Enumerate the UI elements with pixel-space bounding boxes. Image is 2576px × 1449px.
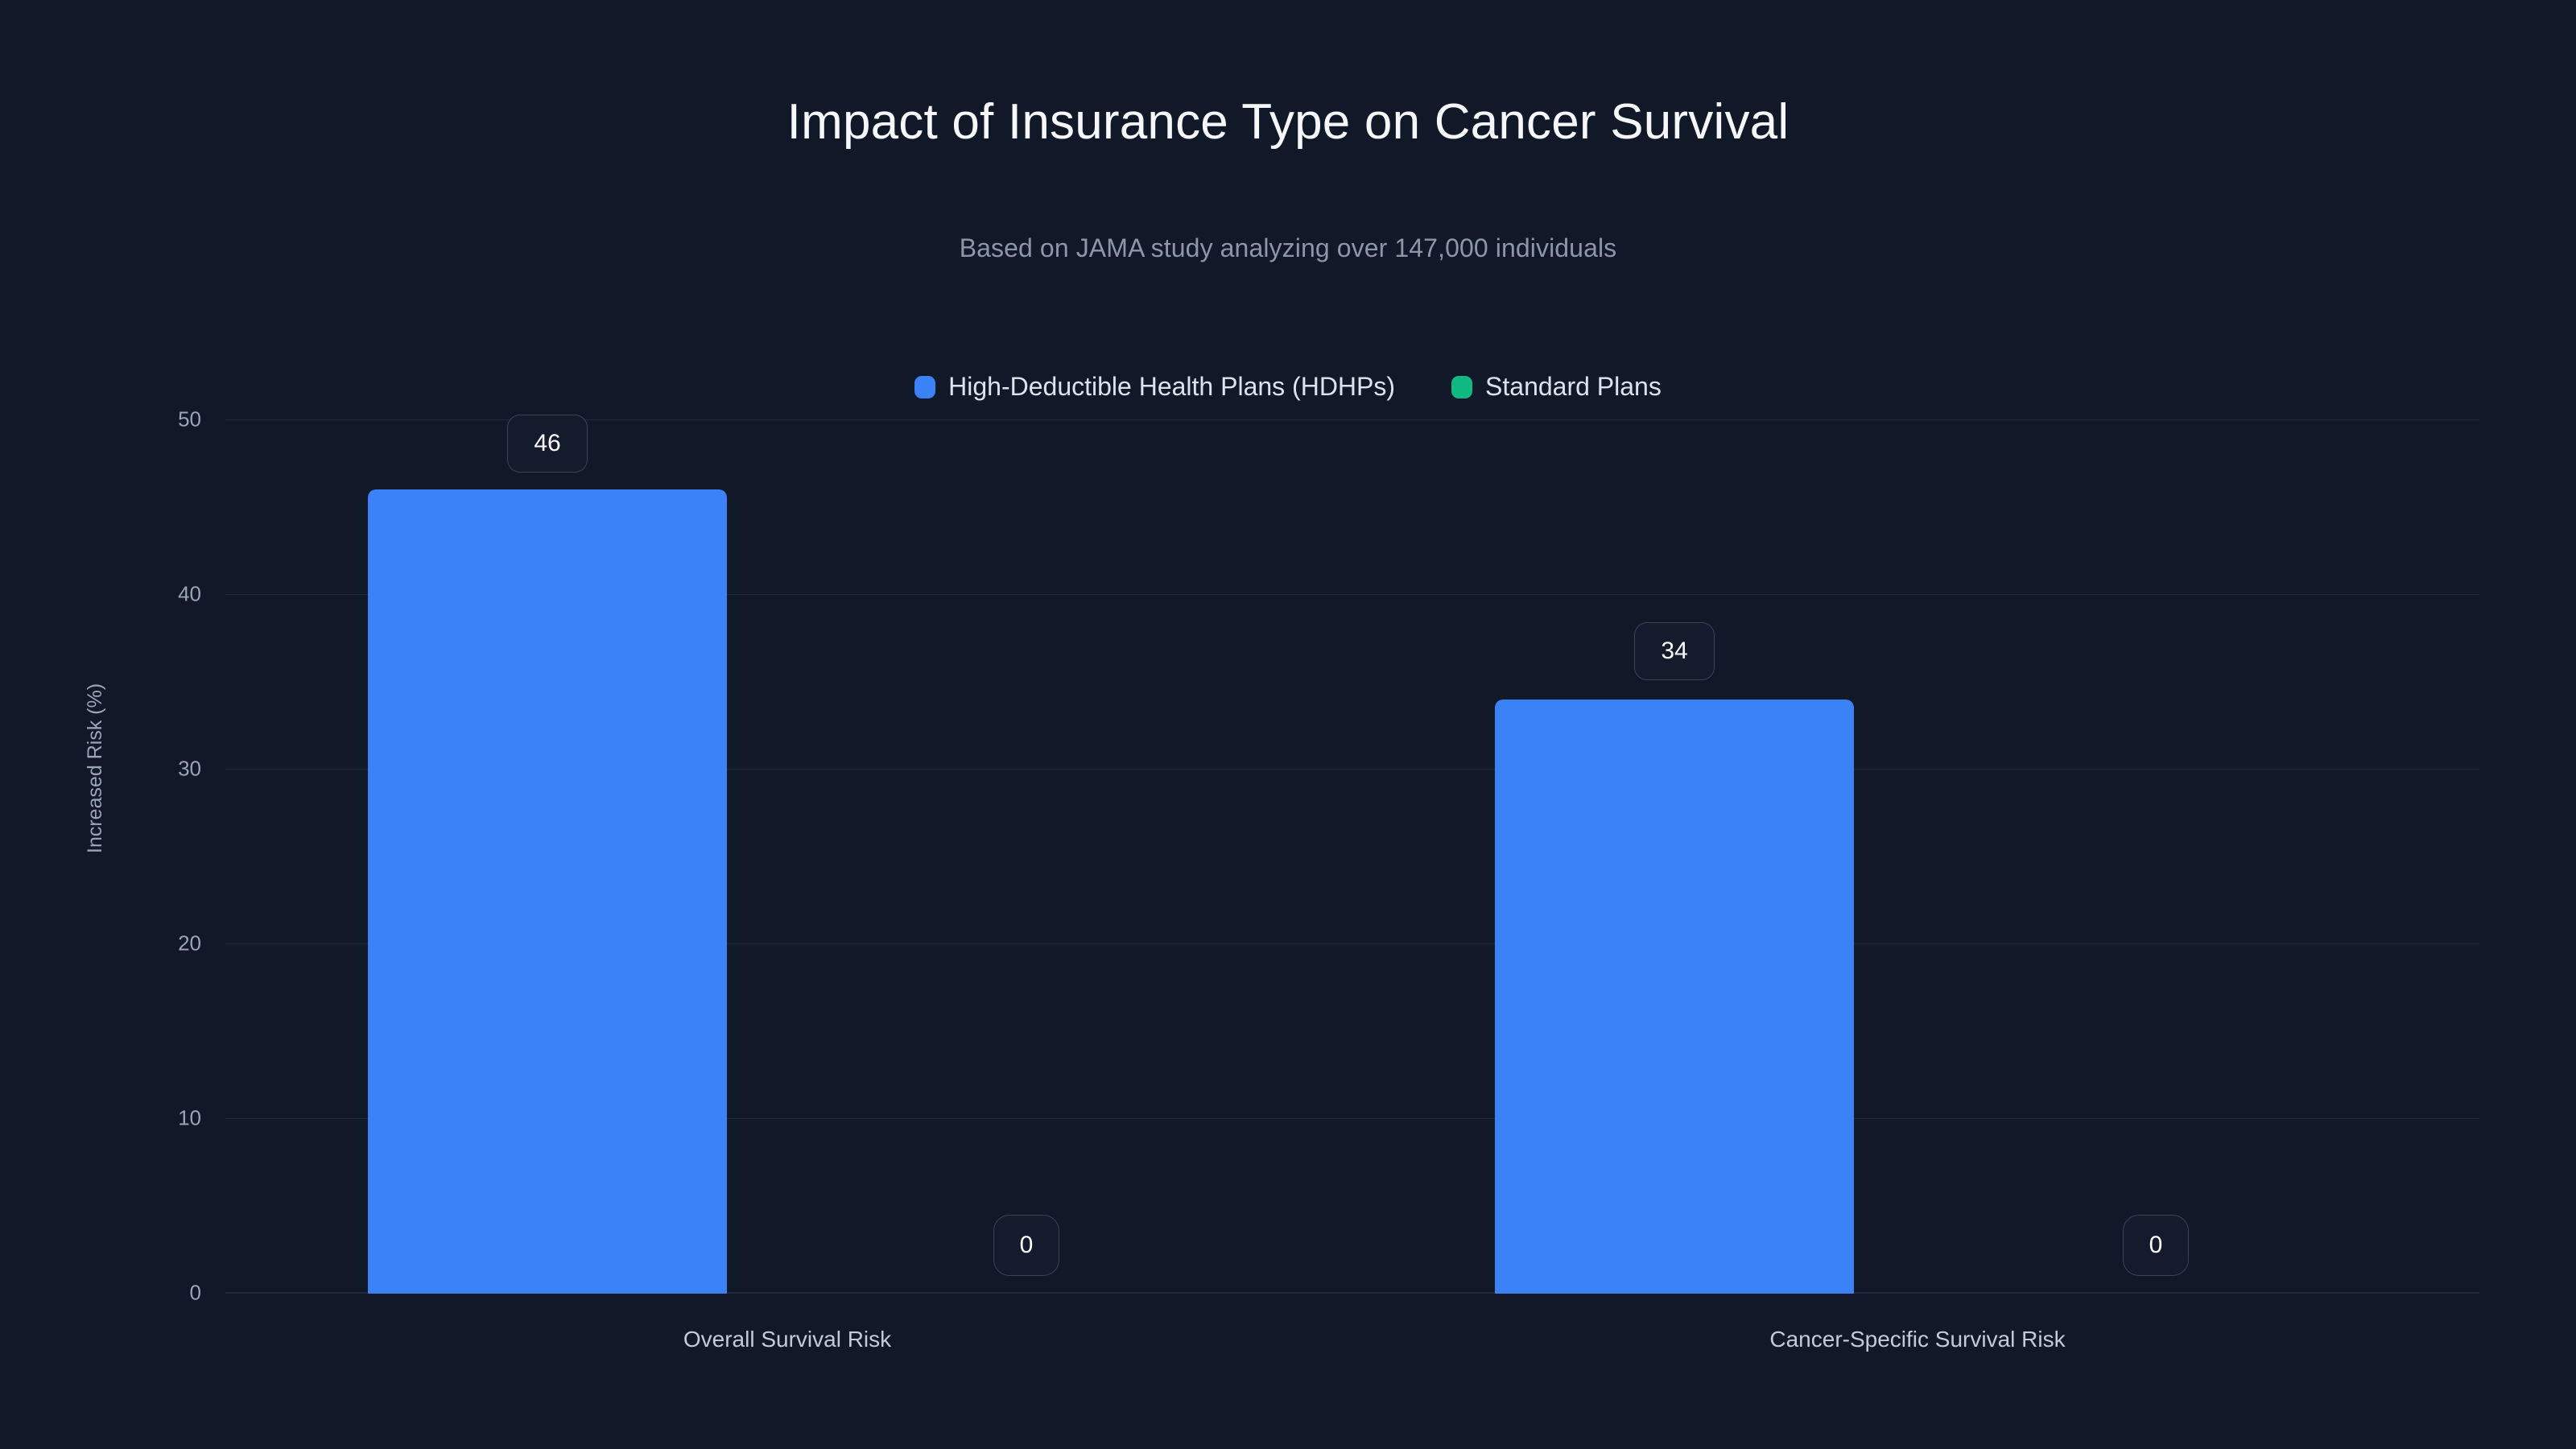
chart-legend: High-Deductible Health Plans (HDHPs) Sta… [0,372,2576,402]
x-axis-baseline [225,1292,2479,1294]
value-label-standard-overall: 0 [993,1215,1059,1276]
y-tick-label-20: 20 [178,931,201,956]
y-tick-label-0: 0 [189,1280,201,1305]
y-tick-label-10: 10 [178,1105,201,1130]
value-label-hdhp-cancer: 34 [1634,622,1715,680]
value-label-standard-cancer: 0 [2123,1215,2189,1276]
y-tick-label-50: 50 [178,407,201,431]
legend-label-hdhp: High-Deductible Health Plans (HDHPs) [948,372,1396,401]
x-category-label-overall: Overall Survival Risk [683,1327,892,1352]
legend-item-hdhp[interactable]: High-Deductible Health Plans (HDHPs) [914,372,1395,402]
gridline-50 [225,419,2479,420]
legend-swatch-standard-icon [1451,375,1473,398]
gridline-40 [225,594,2479,595]
legend-item-standard[interactable]: Standard Plans [1451,372,1662,402]
x-category-label-cancer-specific: Cancer-Specific Survival Risk [1769,1327,2066,1352]
gridline-20 [225,943,2479,944]
legend-label-standard: Standard Plans [1485,372,1662,401]
value-label-hdhp-overall: 46 [507,415,588,473]
y-tick-label-40: 40 [178,581,201,606]
chart-title: Impact of Insurance Type on Cancer Survi… [786,94,1790,150]
chart-subtitle: Based on JAMA study analyzing over 147,0… [959,233,1617,262]
y-tick-label-30: 30 [178,756,201,781]
gridline-30 [225,769,2479,770]
gridline-10 [225,1118,2479,1119]
legend-swatch-hdhp-icon [914,375,936,398]
plot-area [225,419,2479,1294]
bar-hdhp-overall[interactable] [368,489,727,1294]
bar-hdhp-cancer[interactable] [1495,699,1854,1294]
